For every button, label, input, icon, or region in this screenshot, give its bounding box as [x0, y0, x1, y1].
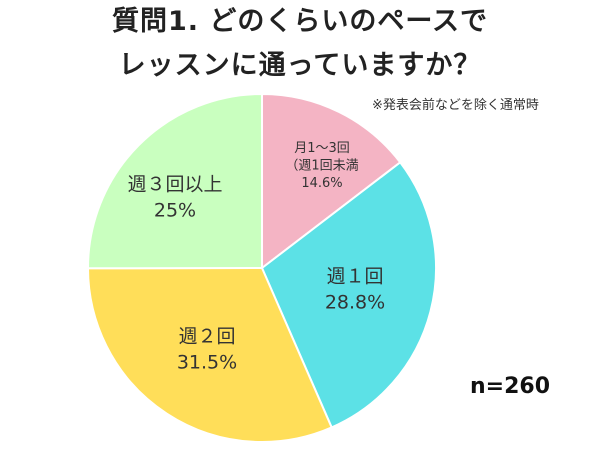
- chart-title-line-2: レッスンに通っていますか？: [118, 50, 482, 81]
- pie-slice-3-label-line: 31.5%: [177, 351, 237, 373]
- pie-slice-2-label: 週１回 28.8%: [325, 266, 385, 314]
- pie-slice-2-label-line: 28.8%: [325, 291, 385, 313]
- pie-slice-1-label: 月1～3回 （週1回未満 14.6%: [285, 141, 358, 191]
- chart-title-line-1: 質問1. どのくらいのペースで: [111, 6, 489, 37]
- chart-note: ※発表会前などを除く通常時: [372, 98, 539, 113]
- pie-slice-1-label-line: 月1～3回: [294, 141, 350, 156]
- pie-slice-3-label: 週２回 31.5%: [177, 326, 237, 374]
- pie-slice-2-label-line: 週１回: [326, 266, 383, 288]
- pie-slice-4-label-line: 週３回以上: [127, 174, 222, 196]
- pie-slice-4-label-line: 25%: [154, 199, 196, 221]
- pie-slice-3-label-line: 週２回: [178, 326, 235, 348]
- pie-slice-2: [260, 160, 437, 429]
- pie-slice-4-label: 週３回以上 25%: [127, 174, 222, 222]
- sample-size-label: n=260: [470, 374, 551, 399]
- pie-slice-1-label-line: （週1回未満: [285, 159, 358, 174]
- pie-slice-1: [261, 92, 402, 271]
- pie-slice-4: [86, 92, 263, 270]
- pie-slice-1-label-line: 14.6%: [301, 176, 342, 191]
- pie-slice-3: [86, 266, 333, 443]
